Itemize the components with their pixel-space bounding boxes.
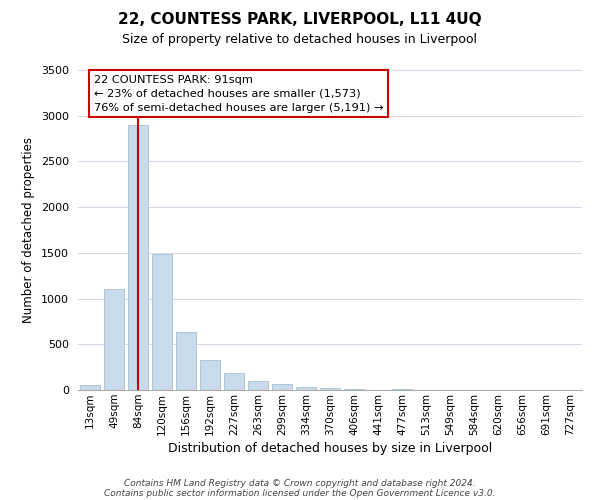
Text: Contains HM Land Registry data © Crown copyright and database right 2024.: Contains HM Land Registry data © Crown c… [124,478,476,488]
Bar [80,386,100,390]
Bar [128,125,148,390]
Bar [392,388,412,390]
Bar [296,387,316,390]
Bar [152,254,172,390]
Text: Contains public sector information licensed under the Open Government Licence v3: Contains public sector information licen… [104,488,496,498]
Bar [200,360,220,390]
Bar [224,372,244,390]
X-axis label: Distribution of detached houses by size in Liverpool: Distribution of detached houses by size … [168,442,492,455]
Bar [344,389,364,390]
Bar [320,388,340,390]
Bar [248,381,268,390]
Text: 22, COUNTESS PARK, LIVERPOOL, L11 4UQ: 22, COUNTESS PARK, LIVERPOOL, L11 4UQ [118,12,482,28]
Bar [272,384,292,390]
Text: 22 COUNTESS PARK: 91sqm
← 23% of detached houses are smaller (1,573)
76% of semi: 22 COUNTESS PARK: 91sqm ← 23% of detache… [94,74,383,112]
Text: Size of property relative to detached houses in Liverpool: Size of property relative to detached ho… [122,32,478,46]
Y-axis label: Number of detached properties: Number of detached properties [22,137,35,323]
Bar [104,290,124,390]
Bar [176,332,196,390]
